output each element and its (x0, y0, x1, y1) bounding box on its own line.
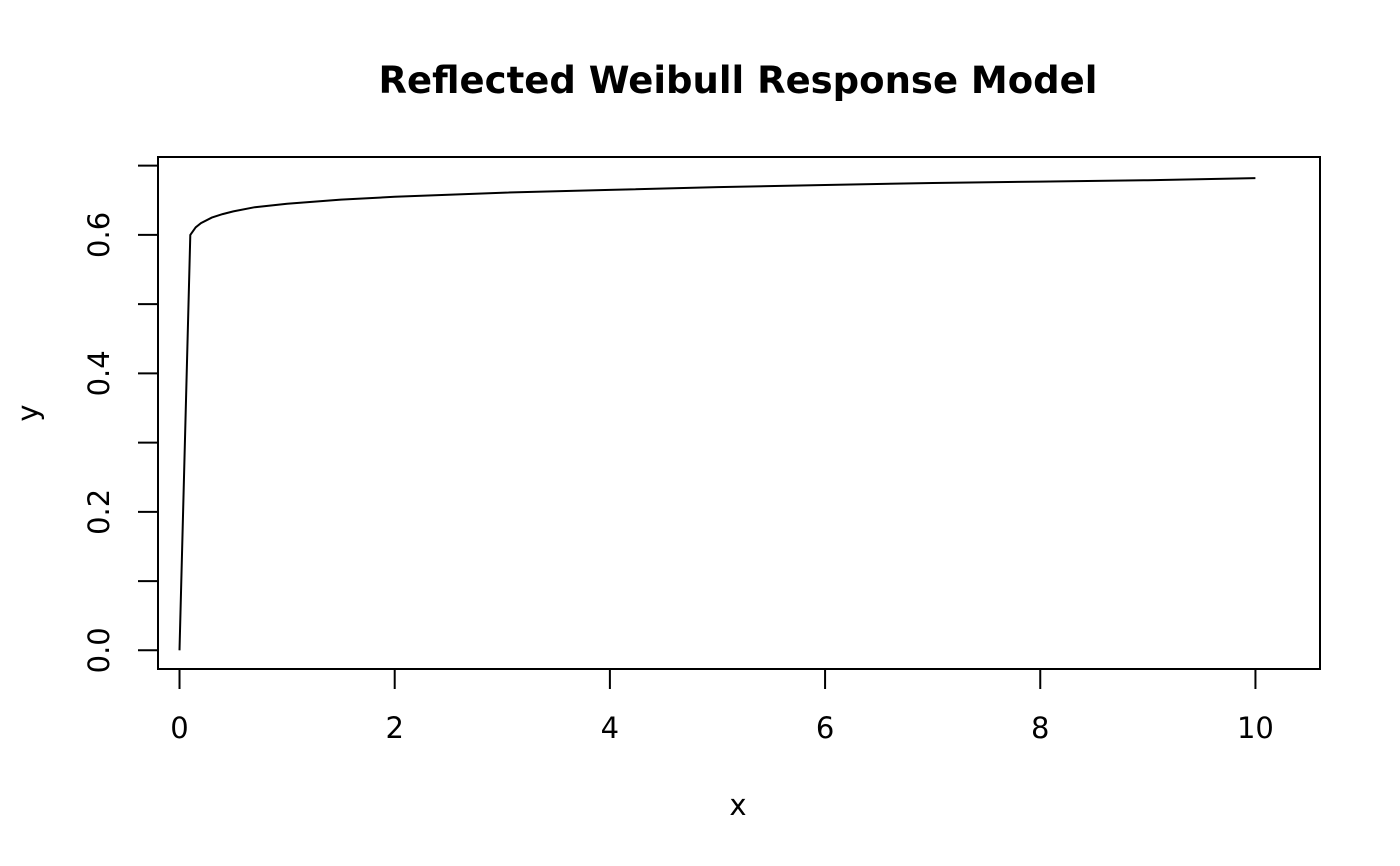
x-tick-label: 0 (170, 711, 188, 745)
chart-title: Reflected Weibull Response Model (379, 59, 1098, 102)
y-tick-label: 0.2 (82, 489, 116, 535)
series-line (178, 177, 1256, 651)
y-tick-label: 0.4 (82, 350, 116, 396)
y-tick-label: 0.0 (82, 627, 116, 673)
y-tick-label: 0.6 (82, 212, 116, 258)
x-tick-label: 6 (816, 711, 834, 745)
x-tick-label: 8 (1031, 711, 1049, 745)
x-axis: 0 2 4 6 8 10 (170, 668, 1274, 745)
series-layer (178, 177, 1256, 651)
y-axis: 0.0 0.2 0.4 0.6 (82, 164, 159, 673)
x-tick-label: 2 (385, 711, 403, 745)
x-axis-label: x (729, 788, 746, 822)
y-axis-label: y (11, 404, 45, 421)
x-tick-label: 4 (601, 711, 619, 745)
x-tick-label: 10 (1237, 711, 1274, 745)
plot-frame (157, 156, 1321, 670)
